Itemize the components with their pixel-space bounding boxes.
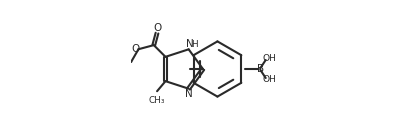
Text: H: H xyxy=(191,40,198,49)
Text: CH₃: CH₃ xyxy=(149,96,165,105)
Text: OH: OH xyxy=(263,75,277,84)
Text: O: O xyxy=(153,23,161,33)
Text: N: N xyxy=(186,89,193,99)
Text: OH: OH xyxy=(263,54,277,63)
Text: N: N xyxy=(186,39,194,49)
Text: B: B xyxy=(257,64,265,74)
Text: O: O xyxy=(131,44,140,54)
